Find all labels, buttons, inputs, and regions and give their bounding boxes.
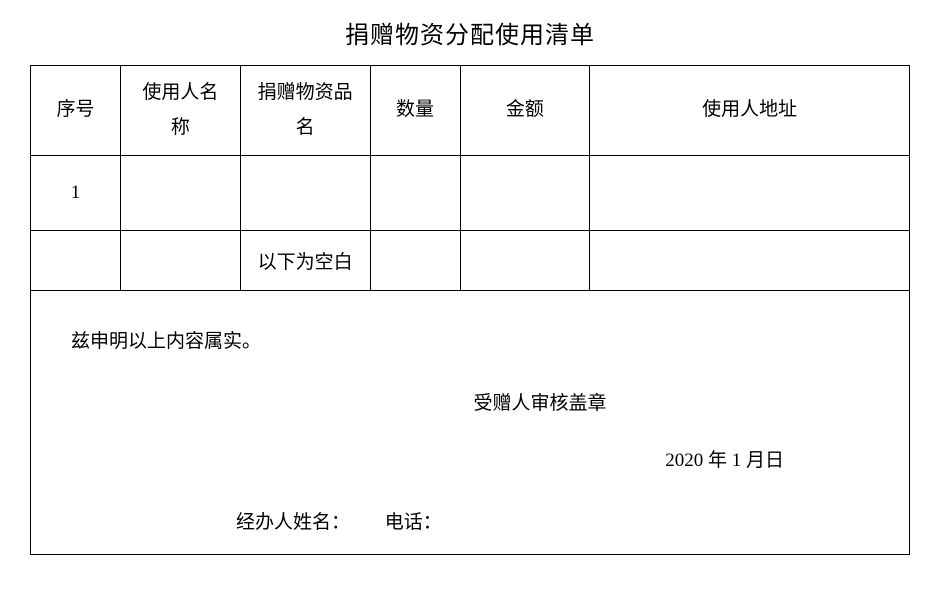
header-amount: 金额 <box>460 66 590 156</box>
table-row: 1 <box>31 156 910 231</box>
header-quantity: 数量 <box>370 66 460 156</box>
declaration-text: 兹申明以上内容属实。 <box>71 326 884 353</box>
header-address: 使用人地址 <box>590 66 910 156</box>
phone-label: 电话： <box>385 512 442 533</box>
table-row: 以下为空白 <box>31 231 910 291</box>
cell-amount <box>460 231 590 291</box>
date-text: 2020 年 1 月日 <box>56 445 784 472</box>
cell-amount <box>460 156 590 231</box>
cell-user-name <box>120 231 240 291</box>
header-seq: 序号 <box>31 66 121 156</box>
footer-cell: 兹申明以上内容属实。 受赠人审核盖章 2020 年 1 月日 经办人姓名： 电话… <box>31 291 910 555</box>
handler-name-label: 经办人姓名： <box>236 512 350 533</box>
handler-line: 经办人姓名： 电话： <box>236 507 884 534</box>
donation-table: 序号 使用人名称 捐赠物资品名 数量 金额 使用人地址 1 以下为空白 兹申明以… <box>30 65 910 555</box>
header-user-name: 使用人名称 <box>120 66 240 156</box>
header-item-name: 捐赠物资品名 <box>240 66 370 156</box>
cell-item-name <box>240 156 370 231</box>
table-header-row: 序号 使用人名称 捐赠物资品名 数量 金额 使用人地址 <box>31 66 910 156</box>
footer-row: 兹申明以上内容属实。 受赠人审核盖章 2020 年 1 月日 经办人姓名： 电话… <box>31 291 910 555</box>
cell-item-name: 以下为空白 <box>240 231 370 291</box>
cell-seq: 1 <box>31 156 121 231</box>
cell-address <box>590 156 910 231</box>
cell-seq <box>31 231 121 291</box>
cell-user-name <box>120 156 240 231</box>
cell-address <box>590 231 910 291</box>
cell-quantity <box>370 231 460 291</box>
seal-label: 受赠人审核盖章 <box>196 388 884 415</box>
document-title: 捐赠物资分配使用清单 <box>30 15 910 50</box>
cell-quantity <box>370 156 460 231</box>
